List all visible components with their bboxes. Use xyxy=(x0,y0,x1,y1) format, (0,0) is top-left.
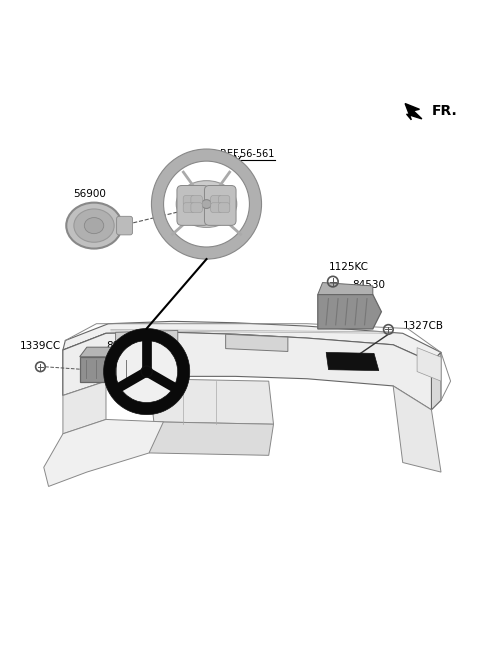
FancyBboxPatch shape xyxy=(191,203,202,212)
Wedge shape xyxy=(104,328,190,415)
Text: 1125KC: 1125KC xyxy=(328,262,369,272)
FancyBboxPatch shape xyxy=(218,203,230,212)
Text: 56900: 56900 xyxy=(73,189,106,199)
Text: 1339CC: 1339CC xyxy=(20,341,61,351)
Polygon shape xyxy=(318,283,373,294)
Polygon shape xyxy=(116,330,178,349)
Polygon shape xyxy=(44,419,163,486)
Polygon shape xyxy=(417,348,441,381)
FancyBboxPatch shape xyxy=(204,185,236,225)
Ellipse shape xyxy=(66,202,122,248)
Text: REF.56-561: REF.56-561 xyxy=(220,148,275,158)
FancyBboxPatch shape xyxy=(191,196,202,206)
Wedge shape xyxy=(152,149,262,259)
Polygon shape xyxy=(80,357,132,382)
Polygon shape xyxy=(137,331,158,359)
FancyBboxPatch shape xyxy=(153,372,181,381)
Text: 1327CB: 1327CB xyxy=(403,321,444,330)
Ellipse shape xyxy=(84,217,104,234)
Ellipse shape xyxy=(74,209,114,242)
FancyBboxPatch shape xyxy=(153,367,181,376)
Polygon shape xyxy=(80,347,140,357)
Polygon shape xyxy=(149,422,274,455)
Polygon shape xyxy=(393,386,441,472)
FancyBboxPatch shape xyxy=(183,196,194,206)
FancyBboxPatch shape xyxy=(218,196,230,206)
FancyBboxPatch shape xyxy=(153,377,181,386)
FancyBboxPatch shape xyxy=(117,216,132,235)
Polygon shape xyxy=(226,334,288,351)
Ellipse shape xyxy=(202,200,212,208)
Circle shape xyxy=(116,340,178,403)
Polygon shape xyxy=(63,321,441,362)
Polygon shape xyxy=(149,378,274,424)
Text: FR.: FR. xyxy=(432,104,458,118)
Polygon shape xyxy=(132,347,140,382)
Text: 84530: 84530 xyxy=(352,281,385,290)
Polygon shape xyxy=(326,352,379,371)
Polygon shape xyxy=(63,381,106,434)
FancyBboxPatch shape xyxy=(211,196,222,206)
Polygon shape xyxy=(432,352,441,410)
Text: 88070: 88070 xyxy=(106,341,139,351)
Circle shape xyxy=(141,366,152,377)
Polygon shape xyxy=(318,294,382,329)
Polygon shape xyxy=(63,333,106,396)
Polygon shape xyxy=(63,332,432,410)
FancyBboxPatch shape xyxy=(211,203,222,212)
FancyBboxPatch shape xyxy=(177,185,208,225)
Ellipse shape xyxy=(176,181,237,227)
FancyBboxPatch shape xyxy=(183,203,194,212)
Polygon shape xyxy=(405,104,422,120)
